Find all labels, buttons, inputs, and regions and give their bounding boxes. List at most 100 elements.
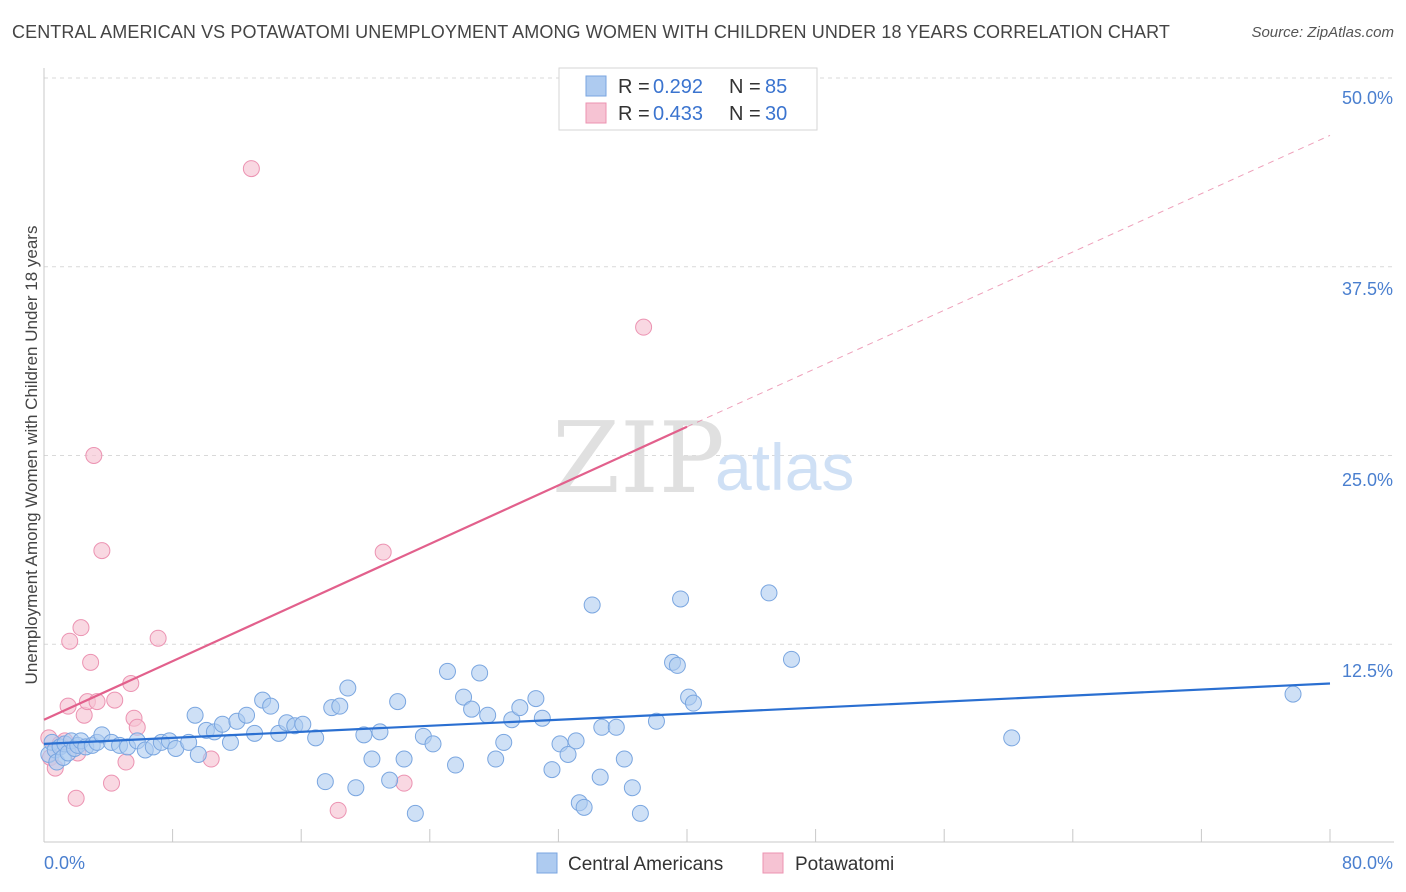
axes [43,68,1394,843]
central-americans-point [262,697,280,715]
central-americans-point [1003,729,1021,747]
watermark-atlas: atlas [715,430,854,504]
central-americans-point [363,750,381,768]
potawatomi-point [117,753,135,771]
central-americans-point [189,745,207,763]
y-tick-label-37-5: 37.5% [1342,279,1393,299]
bottom-legend-label-central-americans: Central Americans [568,854,723,875]
central-americans-point [424,735,442,753]
potawatomi-point [242,160,260,178]
stats-legend: R = 0.292 N = 85 R = 0.433 N = 30 [558,67,818,131]
central-americans-point [615,750,633,768]
legend-r-label-2: R = [618,103,650,125]
trend-lines [43,134,1331,746]
legend-n-value-2: 30 [765,103,787,125]
legend-n-label-2: N = [729,103,761,125]
central-americans-point [389,693,407,711]
central-americans-point [607,718,625,736]
central-americans-point [575,798,593,816]
central-americans-point [186,706,204,724]
central-americans-point [463,700,481,718]
chart-title: CENTRAL AMERICAN VS POTAWATOMI UNEMPLOYM… [12,22,1171,42]
central-americans-point [294,715,312,733]
potawatomi-point [61,632,79,650]
central-americans-point [760,584,778,602]
central-americans-point [583,596,601,614]
central-americans-point [631,804,649,822]
bottom-legend-swatch-blue [536,852,558,874]
potawatomi-point [395,774,413,792]
potawatomi-point [635,318,653,336]
y-axis-label: Unemployment Among Women with Children U… [22,226,41,685]
central-americans-point [447,756,465,774]
central-americans-point [371,723,389,741]
central-americans-point [593,718,611,736]
central-americans-trend-line [43,682,1331,746]
legend-r-label-1: R = [618,76,650,98]
central-americans-point [347,779,365,797]
central-americans-point [495,733,513,751]
central-americans-point [471,664,489,682]
central-americans-point [503,711,521,729]
central-americans-point [438,662,456,680]
central-americans-point [339,679,357,697]
legend-r-value-1: 0.292 [653,76,703,98]
potawatomi-point [72,619,90,637]
central-americans-point [406,804,424,822]
central-americans-point [567,732,585,750]
bottom-legend-label-potawatomi: Potawatomi [795,854,894,875]
potawatomi-point [67,789,85,807]
potawatomi-point [93,542,111,560]
central-americans-point [684,694,702,712]
central-americans-point [355,726,373,744]
central-americans-point [533,709,551,727]
central-americans-point [668,656,686,674]
watermark: ZIP atlas [552,402,854,516]
x-tick-label-min: 0.0% [44,853,85,873]
potawatomi-point [82,653,100,671]
central-americans-points [40,584,1302,822]
central-americans-point [221,733,239,751]
potawatomi-point [329,801,347,819]
legend-n-label-1: N = [729,76,761,98]
central-americans-point [479,706,497,724]
central-americans-point [782,650,800,668]
central-americans-point [487,750,505,768]
x-tick-label-max: 80.0% [1342,853,1393,873]
central-americans-point [511,699,529,717]
central-americans-point [307,729,325,747]
legend-r-value-2: 0.433 [653,103,703,125]
legend-swatch-pink [585,102,607,124]
central-americans-point [559,745,577,763]
x-ticks [43,829,1331,842]
central-americans-point [238,706,256,724]
potawatomi-point [149,629,167,647]
source-credit: Source: ZipAtlas.com [1251,24,1394,41]
central-americans-point [316,773,334,791]
central-americans-point [672,590,690,608]
potawatomi-trend-extension [686,134,1331,428]
potawatomi-point [103,774,121,792]
central-americans-point [527,690,545,708]
y-tick-label-12-5: 12.5% [1342,661,1393,681]
central-americans-point [623,779,641,797]
potawatomi-point [374,543,392,561]
central-americans-point [543,761,561,779]
y-tick-label-25: 25.0% [1342,470,1393,490]
central-americans-point [381,771,399,789]
potawatomi-point [106,691,124,709]
central-americans-point [331,697,349,715]
central-americans-point [591,768,609,786]
potawatomi-trend-line [43,425,688,721]
central-americans-point [647,712,665,730]
legend-swatch-blue [585,75,607,97]
watermark-zip: ZIP [552,402,725,516]
central-americans-point [1284,685,1302,703]
central-americans-point [455,688,473,706]
series-legend: Central Americans Potawatomi [536,852,894,875]
bottom-legend-swatch-pink [762,852,784,874]
central-americans-point [213,715,231,733]
central-americans-point [395,750,413,768]
y-tick-label-50: 50.0% [1342,88,1393,108]
